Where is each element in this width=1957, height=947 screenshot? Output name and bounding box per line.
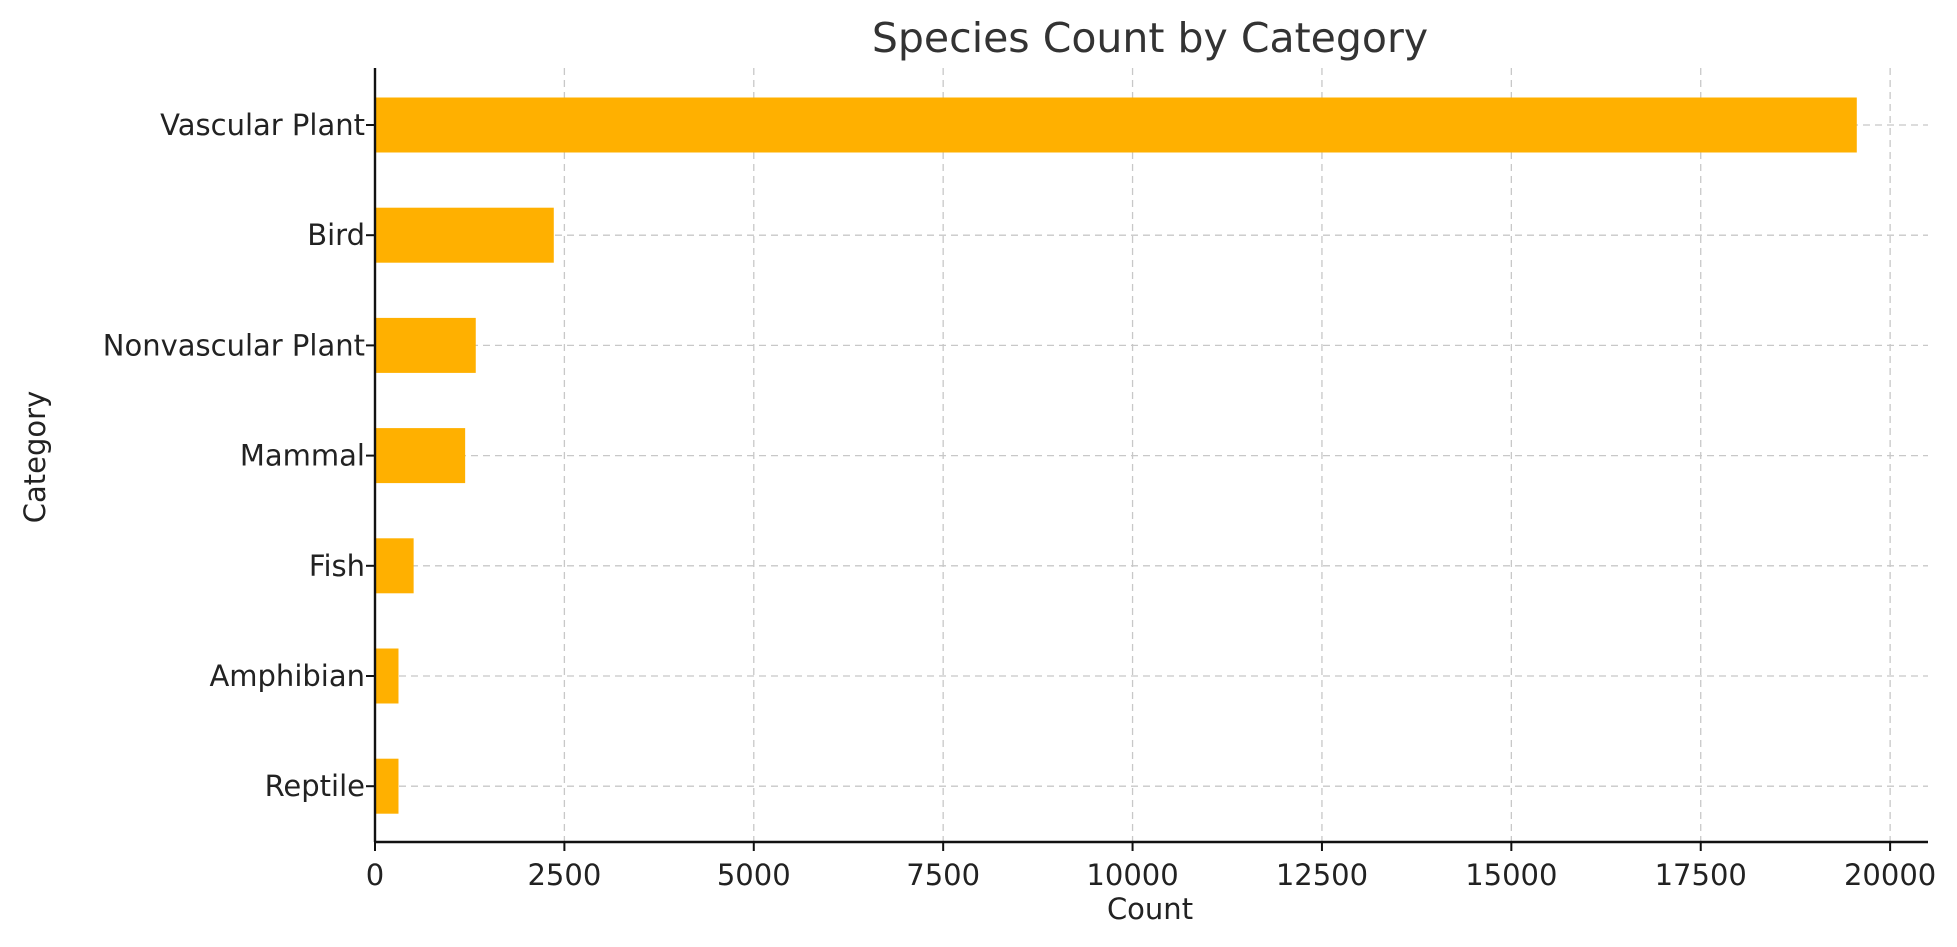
x-tick-label: 12500	[1276, 858, 1368, 892]
bars	[375, 97, 1857, 814]
bar	[375, 538, 414, 594]
y-tick-label: Vascular Plant	[160, 108, 365, 142]
y-axis-label: Category	[18, 391, 52, 523]
chart-title: Species Count by Category	[872, 14, 1428, 62]
y-tick-label: Amphibian	[209, 659, 365, 693]
x-tick-label: 17500	[1655, 858, 1747, 892]
tick-marks	[366, 124, 1892, 851]
tick-labels: 0 2500 5000 7500 10000 12500 15000 17500 20000 Va…	[103, 108, 1936, 892]
bar	[375, 758, 399, 814]
y-tick-label: Mammal	[240, 439, 365, 473]
bar	[375, 97, 1857, 153]
y-tick-label: Bird	[307, 218, 365, 252]
x-tick-label: 7500	[906, 858, 980, 892]
y-tick-label: Reptile	[265, 769, 365, 803]
bar	[375, 428, 466, 484]
y-tick-label: Fish	[309, 549, 365, 583]
bar	[375, 317, 476, 373]
x-tick-label: 20000	[1844, 858, 1936, 892]
grid-lines	[375, 68, 1928, 842]
bar	[375, 648, 399, 704]
y-tick-label: Nonvascular Plant	[103, 328, 365, 362]
x-axis-label: Count	[1107, 892, 1193, 926]
bar	[375, 207, 554, 263]
x-tick-label: 2500	[527, 858, 601, 892]
x-tick-label: 15000	[1465, 858, 1557, 892]
x-tick-label: 10000	[1086, 858, 1178, 892]
x-tick-label: 0	[366, 858, 384, 892]
x-tick-label: 5000	[717, 858, 791, 892]
